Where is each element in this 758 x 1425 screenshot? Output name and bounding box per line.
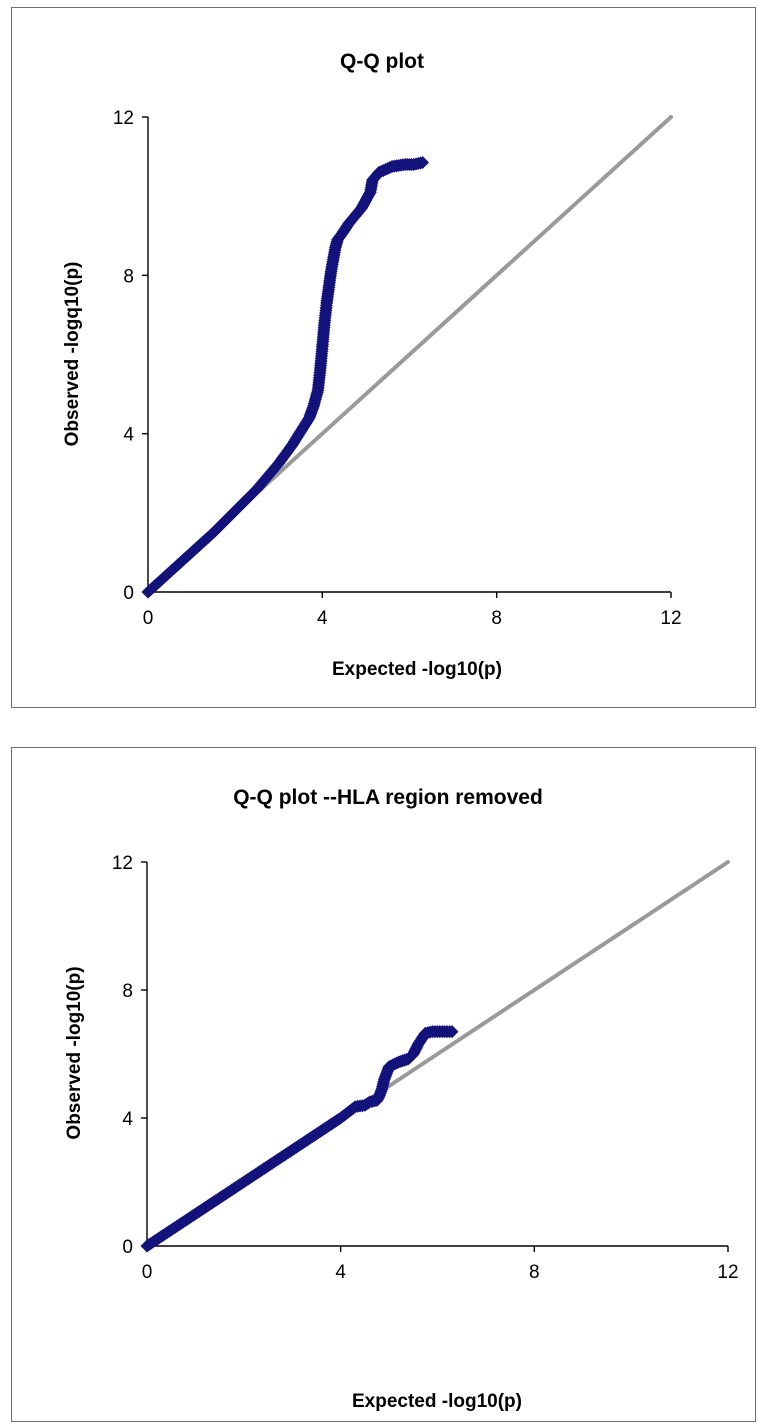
chart2-observed-point	[372, 1089, 386, 1103]
chart1-y-axis-label: Observed -logq10(p)	[62, 262, 83, 447]
chart1-observed-point	[335, 227, 349, 241]
chart2-observed-point	[261, 1159, 275, 1173]
chart2-title: Q-Q plot --HLA region removed	[233, 786, 543, 809]
chart1-observed-point	[294, 425, 308, 439]
qq-plot-panel-1: Q-Q plot 0 4 8 12 0 4 8 12 Expected -log10(p) Obse…	[11, 7, 756, 708]
chart2-observed-series	[140, 1025, 459, 1253]
chart1-observed-point	[326, 253, 340, 266]
chart2-observed-point	[382, 1060, 396, 1074]
chart2-observed-point	[418, 1026, 432, 1040]
chart2-x-tick-label: 0	[142, 1262, 153, 1283]
chart2-observed-point	[140, 1239, 154, 1253]
chart2-x-tick-label: 4	[335, 1262, 346, 1283]
chart2-observed-point	[375, 1082, 389, 1096]
chart1-observed-point	[250, 482, 264, 496]
chart2-observed-point	[358, 1098, 372, 1112]
chart2-y-tick-label: 0	[122, 1237, 133, 1258]
chart2-observed-point	[348, 1100, 362, 1114]
chart1-observed-point	[416, 156, 430, 170]
chart2-observed-point	[445, 1025, 459, 1039]
chart1-x-tick-label: 8	[491, 608, 502, 629]
chart2-observed-point	[237, 1175, 251, 1189]
chart2-y-tick-label: 12	[112, 853, 133, 874]
qq-plot-chart-1: Q-Q plot 0 4 8 12 0 4 8 12 Expected -log10(p) Obse…	[62, 50, 682, 680]
chart2-observed-point	[334, 1111, 348, 1125]
chart1-observed-point	[228, 504, 242, 518]
chart1-observed-series	[141, 156, 430, 599]
chart2-observed-point	[188, 1207, 202, 1221]
chart1-observed-point	[322, 280, 336, 294]
chart1-observed-point	[315, 340, 329, 354]
chart2-observed-point	[377, 1073, 391, 1087]
chart1-observed-point	[302, 411, 316, 425]
chart2-observed-point	[309, 1127, 323, 1141]
chart1-observed-point	[285, 439, 299, 453]
chart1-observed-point	[348, 209, 362, 223]
chart1-observed-point	[313, 363, 327, 377]
chart1-x-tick-label: 4	[317, 608, 328, 629]
chart1-observed-point	[365, 173, 379, 187]
chart2-y-tick-label: 4	[122, 1109, 133, 1130]
chart1-y-tick-label: 0	[123, 583, 134, 604]
qq-plot-panel-2: Q-Q plot --HLA region removed 0 4 8 12 0 4 8 12 E…	[11, 747, 756, 1422]
chart1-observed-point	[320, 296, 334, 310]
chart1-observed-point	[363, 185, 377, 199]
chart2-x-tick-label: 12	[717, 1262, 738, 1283]
chart1-observed-point	[206, 526, 220, 540]
chart2-observed-point	[164, 1223, 178, 1237]
chart1-observed-point	[318, 316, 332, 330]
chart2-observed-point	[406, 1047, 420, 1061]
chart1-title: Q-Q plot	[340, 50, 424, 73]
chart1-observed-point	[372, 165, 386, 179]
chart1-observed-point	[324, 264, 338, 278]
chart1-x-tick-label: 12	[660, 608, 681, 629]
qq-plot-chart-2: Q-Q plot --HLA region removed 0 4 8 12 0 4 8 12 E…	[64, 786, 739, 1412]
chart2-x-tick-label: 8	[529, 1262, 540, 1283]
chart1-observed-point	[141, 585, 155, 599]
chart1-observed-point	[398, 158, 412, 171]
chart1-observed-point	[311, 383, 325, 397]
chart2-observed-point	[285, 1143, 299, 1157]
chart1-observed-point	[385, 159, 399, 173]
chart1-x-axis-label: Expected -log10(p)	[332, 659, 502, 680]
chart1-observed-point	[272, 456, 286, 470]
chart2-observed-point	[435, 1025, 449, 1039]
chart1-observed-point	[407, 158, 421, 171]
chart2-observed-point	[426, 1025, 440, 1039]
chart2-observed-point	[411, 1037, 425, 1051]
chart1-observed-point	[341, 217, 355, 231]
chart1-y-tick-label: 12	[113, 108, 134, 129]
chart2-y-axis-label: Observed -log10(p)	[64, 966, 85, 1139]
chart2-y-tick-label: 8	[122, 981, 133, 1002]
chart1-observed-point	[163, 565, 177, 579]
chart1-observed-point	[307, 399, 321, 413]
chart2-observed-point	[213, 1191, 227, 1205]
chart1-x-tick-label: 0	[143, 608, 154, 629]
chart1-observed-point	[185, 545, 199, 559]
chart1-y-tick-label: 8	[123, 266, 134, 287]
chart1-y-tick-label: 4	[123, 425, 134, 446]
chart2-x-axis-label: Expected -log10(p)	[352, 1391, 522, 1412]
